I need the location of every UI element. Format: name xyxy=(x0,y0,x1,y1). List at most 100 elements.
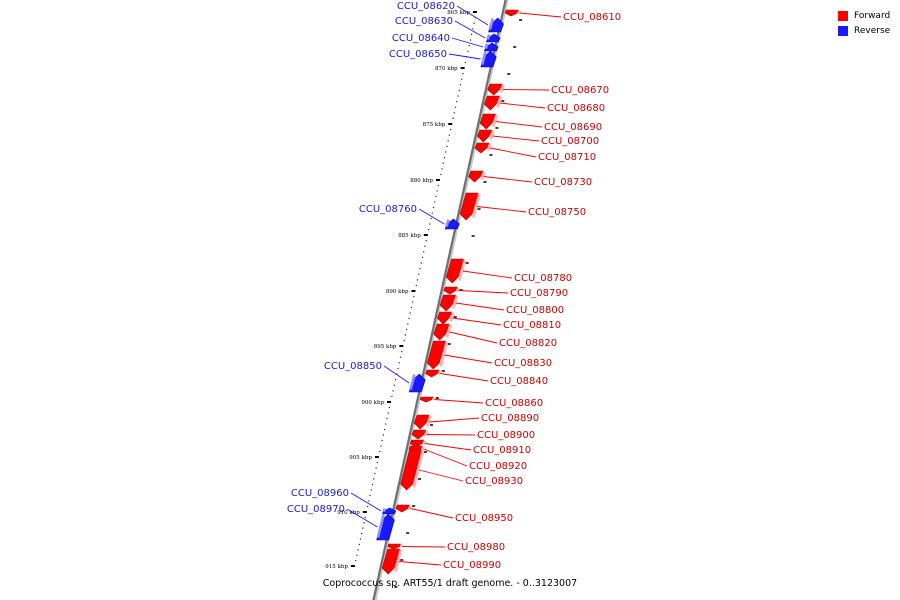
gene-label[interactable]: CCU_08910 xyxy=(473,445,531,456)
gene-arrow[interactable] xyxy=(395,504,410,513)
gene-label[interactable]: CCU_08980 xyxy=(447,542,505,553)
gene-ccu_08670[interactable] xyxy=(487,83,505,96)
gene-shade xyxy=(489,130,495,140)
gene-label[interactable]: CCU_08640 xyxy=(392,33,450,44)
gene-arrow[interactable] xyxy=(433,323,450,341)
gene-label[interactable]: CCU_08800 xyxy=(506,305,564,316)
gene-shade xyxy=(480,171,486,180)
gene-ccu_08620[interactable] xyxy=(488,17,504,33)
gene-label[interactable]: CCU_08850 xyxy=(324,361,382,372)
gene-label[interactable]: CCU_08790 xyxy=(510,288,568,299)
gene-label[interactable]: CCU_08730 xyxy=(534,177,592,188)
gene-label[interactable]: CCU_08750 xyxy=(528,207,586,218)
gene-label[interactable]: CCU_08780 xyxy=(514,273,572,284)
gene-arrow[interactable] xyxy=(474,142,490,154)
gene-arrow[interactable] xyxy=(381,548,401,575)
gene-ccu_08930[interactable] xyxy=(400,449,424,491)
scale-tick-label: 875 kbp xyxy=(423,122,446,128)
gene-label[interactable]: CCU_08950 xyxy=(455,513,513,524)
gene-label[interactable]: CCU_08900 xyxy=(477,430,535,441)
scale-tick-label: 880 kbp xyxy=(410,178,433,184)
gene-ccu_08840[interactable] xyxy=(425,369,442,378)
gene-arrow[interactable] xyxy=(400,449,422,491)
forward-swatch xyxy=(838,10,848,21)
gene-label[interactable]: CCU_08680 xyxy=(547,103,605,114)
gene-ccu_08750[interactable] xyxy=(459,192,481,221)
gene-label[interactable]: CCU_08860 xyxy=(485,398,543,409)
gene-ccu_08910[interactable] xyxy=(409,439,427,448)
gene-label[interactable]: CCU_08630 xyxy=(395,16,453,27)
gene-ccu_08730[interactable] xyxy=(468,170,486,183)
gene-ccu_08960[interactable] xyxy=(381,507,397,515)
gene-arrow[interactable] xyxy=(413,414,430,430)
gene-ccu_08700[interactable] xyxy=(476,129,495,143)
gene-arrow[interactable] xyxy=(468,170,484,183)
gene-arrow[interactable] xyxy=(426,340,446,370)
gene-label[interactable]: CCU_08810 xyxy=(503,320,561,331)
gene-shade xyxy=(445,219,450,227)
gene-label[interactable]: CCU_08700 xyxy=(541,136,599,147)
gene-label[interactable]: CCU_08840 xyxy=(490,376,548,387)
gene-ccu_08780[interactable] xyxy=(445,258,467,284)
gene-label[interactable]: CCU_08970 xyxy=(287,504,345,515)
gene-arrow[interactable] xyxy=(436,311,453,325)
gene-label[interactable]: CCU_08820 xyxy=(499,338,557,349)
gene-label[interactable]: CCU_08990 xyxy=(443,560,501,571)
gene-label[interactable]: CCU_08890 xyxy=(481,413,539,424)
gene-connector xyxy=(410,508,454,519)
scale-tick-label: 885 kbp xyxy=(398,233,421,239)
gene-label[interactable]: CCU_08960 xyxy=(291,488,349,499)
gene-ccu_08760[interactable] xyxy=(444,218,460,230)
gene-ccu_08890[interactable] xyxy=(413,414,432,430)
gene-label[interactable]: CCU_08610 xyxy=(563,12,621,23)
gene-ccu_08800[interactable] xyxy=(439,294,459,312)
gene-ccu_08850[interactable] xyxy=(408,373,426,393)
gene-ccu_08900[interactable] xyxy=(411,429,429,440)
scale-ruler: 865 kbp 870 kbp 875 kbp 880 kbp 885 kbp 890 k… xyxy=(325,10,523,588)
gene-label[interactable]: CCU_08690 xyxy=(544,122,602,133)
gene-ccu_08980[interactable] xyxy=(387,543,404,550)
gene-ccu_08790[interactable] xyxy=(443,286,460,295)
gene-ccu_08650[interactable] xyxy=(480,50,497,68)
gene-label[interactable]: CCU_08670 xyxy=(551,85,609,96)
gene-label[interactable]: CCU_08830 xyxy=(494,358,552,369)
gene-ccu_08690[interactable] xyxy=(479,113,498,130)
gene-ccu_08630[interactable] xyxy=(485,33,501,43)
gene-ccu_08680[interactable] xyxy=(483,95,502,111)
gene-label[interactable]: CCU_08710 xyxy=(538,152,596,163)
gene-ccu_08860[interactable] xyxy=(419,396,436,403)
gene-arrow[interactable] xyxy=(487,83,503,96)
gene-arrow[interactable] xyxy=(387,543,402,550)
gene-label[interactable]: CCU_08930 xyxy=(465,476,523,487)
gene-connector xyxy=(458,290,509,294)
gene-ccu_08820[interactable] xyxy=(433,323,452,341)
gene-arrow[interactable] xyxy=(445,258,464,284)
gene-ccu_08830[interactable] xyxy=(426,340,448,370)
gene-ccu_08990[interactable] xyxy=(381,548,403,575)
gene-ccu_08970[interactable] xyxy=(376,513,395,541)
gene-connector xyxy=(423,448,468,467)
gene-arrow[interactable] xyxy=(483,95,500,111)
gene-shade xyxy=(423,430,429,437)
gene-label[interactable]: CCU_08620 xyxy=(397,1,455,12)
gene-arrow[interactable] xyxy=(476,129,493,143)
gene-arrow[interactable] xyxy=(409,439,425,448)
gene-arrow[interactable] xyxy=(459,192,479,221)
gene-arrow[interactable] xyxy=(425,369,440,378)
gene-arrow[interactable] xyxy=(479,113,496,130)
gene-ccu_08950[interactable] xyxy=(395,504,412,513)
gene-ccu_08610[interactable] xyxy=(504,9,521,17)
gene-ccu_08710[interactable] xyxy=(474,142,492,154)
gene-label[interactable]: CCU_08920 xyxy=(469,461,527,472)
gene-arrow[interactable] xyxy=(439,294,457,312)
genome-caption: Coprococcus sp. ART55/1 draft genome. - … xyxy=(322,578,578,589)
gene-arrow[interactable] xyxy=(504,9,519,17)
gene-label[interactable]: CCU_08650 xyxy=(389,49,447,60)
gene-label[interactable]: CCU_08760 xyxy=(359,204,417,215)
gene-arrow[interactable] xyxy=(443,286,458,295)
gene-arrow[interactable] xyxy=(411,429,427,440)
legend-forward-label: Forward xyxy=(854,10,891,21)
gene-arrow[interactable] xyxy=(419,396,434,403)
gene-connector xyxy=(449,331,498,344)
gene-ccu_08810[interactable] xyxy=(436,311,455,325)
